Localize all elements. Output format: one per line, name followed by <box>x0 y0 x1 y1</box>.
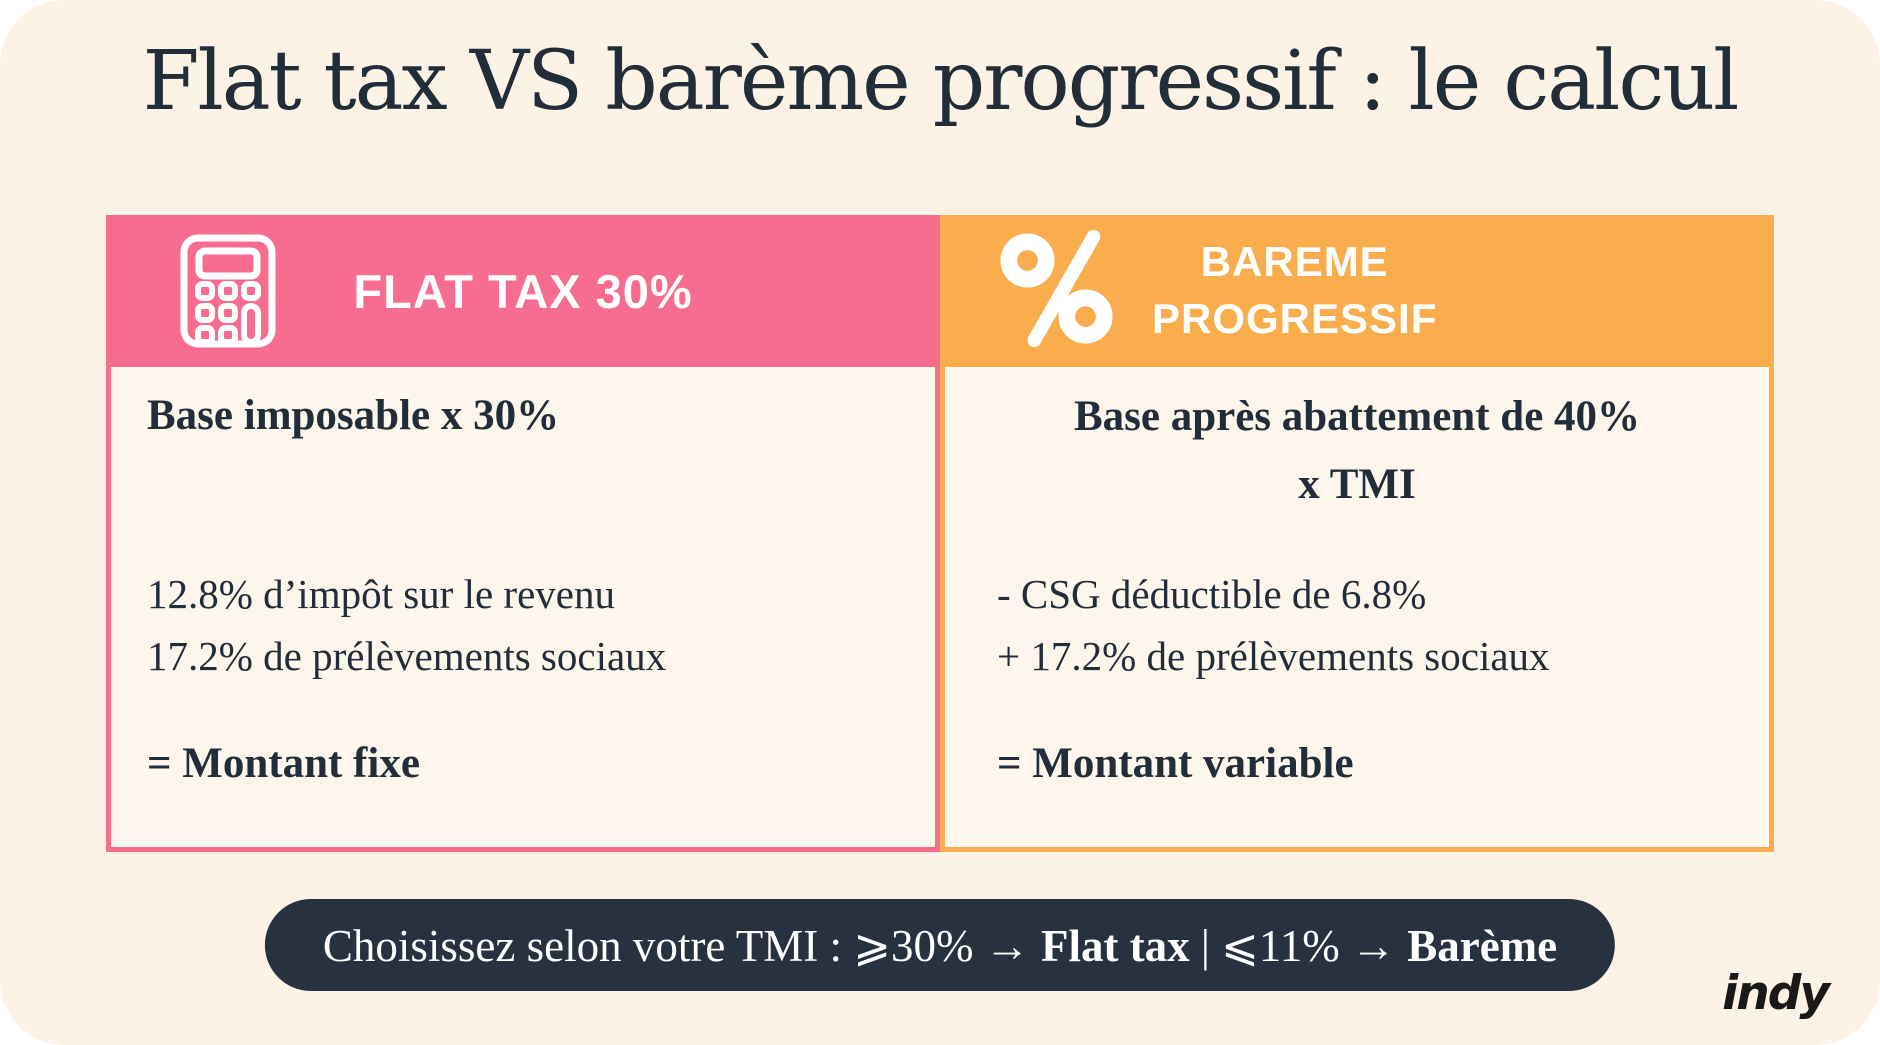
column-flat-tax: FLAT TAX 30% Base imposable x 30% 12.8% … <box>106 215 940 852</box>
recommendation-bareme: Barème <box>1407 920 1558 971</box>
flat-tax-header: FLAT TAX 30% <box>106 215 940 367</box>
flat-tax-detail-line: 17.2% de prélèvements sociaux <box>147 633 667 679</box>
bareme-body: Base après abattement de 40% x TMI - CSG… <box>940 367 1774 852</box>
bareme-formula-line1: Base après abattement de 40% <box>1073 393 1641 440</box>
percent-icon <box>998 229 1116 353</box>
bareme-detail-line: - CSG déductible de 6.8% <box>997 571 1427 617</box>
bareme-header-line2: PROGRESSIF <box>1152 295 1438 342</box>
flat-tax-formula: Base imposable x 30% <box>147 392 560 439</box>
bareme-result: = Montant variable <box>997 740 1354 787</box>
flat-tax-header-label: FLAT TAX 30% <box>353 264 693 318</box>
comparison-table: FLAT TAX 30% Base imposable x 30% 12.8% … <box>106 215 1774 852</box>
flat-tax-detail-line: 12.8% d’impôt sur le revenu <box>147 571 615 617</box>
recommendation-flat-tax: Flat tax <box>1040 920 1190 971</box>
bareme-header: BAREME PROGRESSIF <box>940 215 1774 367</box>
bareme-details: - CSG déductible de 6.8% + 17.2% de prél… <box>997 563 1550 687</box>
bareme-detail-line: + 17.2% de prélèvements sociaux <box>997 633 1550 679</box>
bareme-header-line1: BAREME <box>1200 238 1389 286</box>
flat-tax-details: 12.8% d’impôt sur le revenu 17.2% de pré… <box>147 563 666 687</box>
column-bareme: BAREME PROGRESSIF Base après abattement … <box>940 215 1774 852</box>
flat-tax-body: Base imposable x 30% 12.8% d’impôt sur l… <box>106 367 940 852</box>
indy-logo: indy <box>1722 966 1830 1021</box>
bareme-header-label: BAREME PROGRESSIF <box>1152 234 1437 347</box>
bareme-formula: Base après abattement de 40% x TMI <box>945 383 1769 519</box>
calculator-icon <box>180 234 276 353</box>
recommendation-banner: Choisissez selon votre TMI : ⩾30% → Flat… <box>264 899 1616 991</box>
page-title: Flat tax VS barème progressif : le calcu… <box>142 34 1740 129</box>
recommendation-text: Choisissez selon votre TMI : ⩾30% → Flat… <box>323 919 1557 972</box>
recommendation-prefix: Choisissez selon votre TMI : ⩾30% → <box>322 920 1041 971</box>
recommendation-middle: | ⩽11% → <box>1189 920 1408 971</box>
flat-tax-result: = Montant fixe <box>147 740 420 787</box>
bareme-formula-line2: x TMI <box>1298 461 1416 508</box>
